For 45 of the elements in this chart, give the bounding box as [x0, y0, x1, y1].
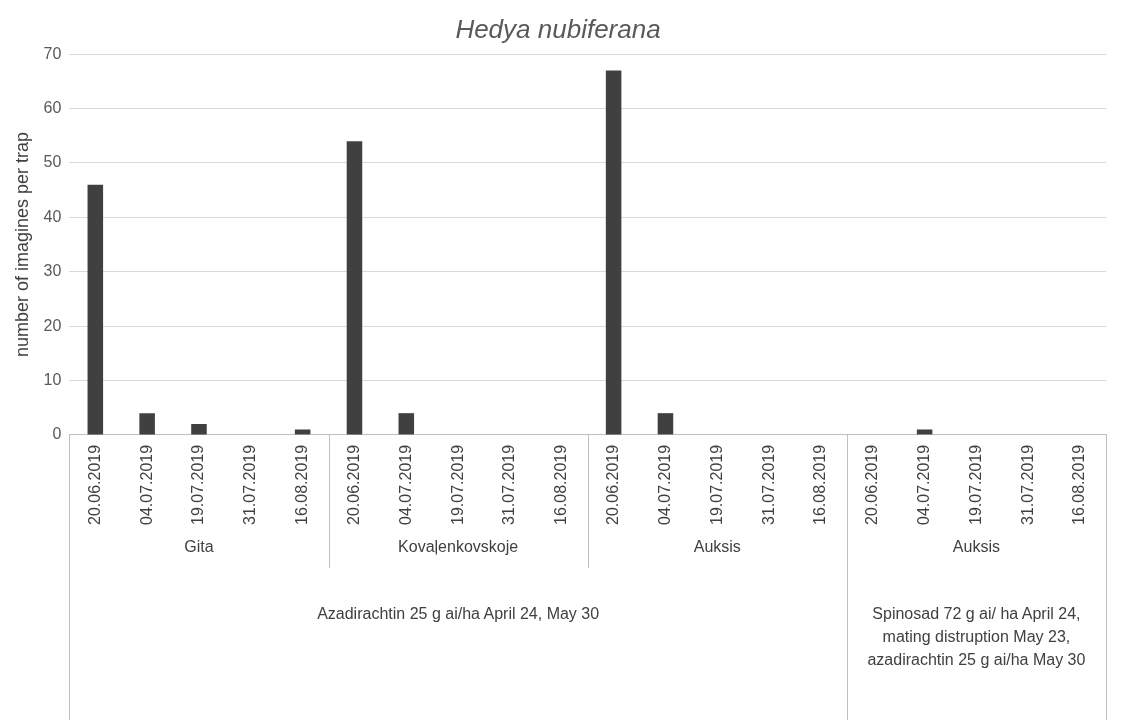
- y-tick-label: 0: [52, 425, 62, 443]
- x-tick-label: 16.08.2019: [552, 444, 570, 525]
- x-tick-label: 31.07.2019: [241, 444, 259, 525]
- chart-title: Hedya nubiferana: [455, 13, 661, 44]
- x-tick-label: 04.07.2019: [396, 444, 414, 525]
- y-tick-label: 60: [43, 99, 62, 116]
- x-tick-label: 16.08.2019: [811, 444, 829, 525]
- x-tick-label: 20.06.2019: [863, 444, 881, 525]
- y-tick-label: 70: [43, 44, 62, 62]
- text: Azadirachtin 25 g ai/ha April 24, May 30: [317, 605, 600, 623]
- text: Kovaļenkovskoje: [398, 538, 519, 556]
- bar: [191, 424, 207, 435]
- text: Auksis: [693, 538, 741, 556]
- bar: [346, 141, 363, 435]
- x-tick-label: 31.07.2019: [1018, 444, 1036, 525]
- text: Gita: [184, 538, 214, 556]
- bar: [294, 429, 311, 435]
- x-tick-label: 20.06.2019: [604, 444, 622, 525]
- y-tick-label: 50: [43, 153, 62, 171]
- x-tick-label: 20.06.2019: [85, 444, 103, 525]
- bar: [87, 184, 104, 435]
- x-tick-label: 04.07.2019: [915, 444, 932, 525]
- x-tick-label: 16.08.2019: [1070, 444, 1088, 525]
- y-tick-label: 30: [43, 262, 62, 280]
- y-tick-label: 20: [43, 316, 62, 334]
- bar: [398, 413, 415, 435]
- y-axis-title: number of imagines per trap: [11, 132, 32, 358]
- text: Auksis: [952, 538, 1000, 556]
- bar: [916, 429, 933, 435]
- bar: [657, 413, 674, 435]
- bar: [139, 413, 155, 435]
- x-tick-label: 31.07.2019: [500, 444, 518, 525]
- x-tick-label: 16.08.2019: [293, 444, 311, 525]
- y-tick-label: 10: [43, 370, 62, 388]
- text: Spinosad 72 g ai/ ha April 24, mating distruption May 23, azadirachtin 25 g ai/ha May 30: [867, 605, 1086, 669]
- x-tick-label: 19.07.2019: [448, 444, 466, 525]
- x-tick-label: 04.07.2019: [655, 444, 673, 525]
- x-tick-label: 20.06.2019: [344, 444, 362, 525]
- x-tick-label: 19.07.2019: [189, 444, 207, 525]
- y-tick-label: 40: [43, 207, 62, 225]
- x-tick-label: 19.07.2019: [707, 444, 725, 525]
- x-tick-label: 04.07.2019: [137, 444, 155, 525]
- x-tick-label: 19.07.2019: [966, 444, 984, 525]
- bar: [605, 70, 622, 435]
- x-tick-label: 31.07.2019: [759, 444, 777, 525]
